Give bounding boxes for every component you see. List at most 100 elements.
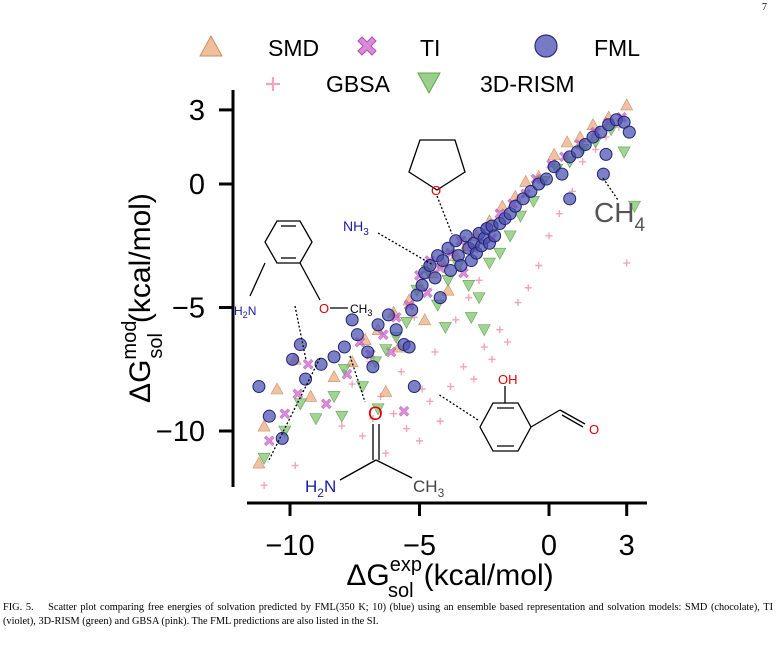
y-axis-label: ΔGmod sol (kcal/mol) bbox=[119, 193, 167, 403]
nh3-label-main: NH bbox=[343, 218, 363, 234]
point-fml bbox=[405, 303, 419, 317]
ch4-label-main: CH bbox=[594, 197, 634, 228]
point-fml bbox=[299, 372, 313, 386]
point-gbsa bbox=[431, 348, 439, 356]
point-gbsa bbox=[436, 417, 444, 425]
anisidine-nh2-sub: 2 bbox=[243, 310, 248, 320]
point-gbsa bbox=[426, 397, 434, 405]
salicylaldehyde-oh: OH bbox=[498, 372, 518, 387]
point-smd bbox=[304, 389, 318, 402]
point-fml bbox=[371, 318, 385, 332]
data-points bbox=[252, 98, 641, 489]
point-3d-rism bbox=[627, 200, 641, 213]
point-gbsa bbox=[514, 299, 522, 307]
acetamide-pointer-1 bbox=[267, 357, 321, 463]
point-smd bbox=[519, 174, 533, 187]
point-smd bbox=[327, 370, 341, 382]
point-fml bbox=[555, 167, 569, 181]
point-smd bbox=[257, 419, 271, 432]
point-3d-rism bbox=[335, 410, 349, 423]
point-fml bbox=[262, 409, 276, 423]
point-fml bbox=[454, 259, 468, 273]
point-3d-rism bbox=[337, 363, 351, 376]
point-smd bbox=[418, 313, 432, 326]
scatter-chart: SMD TI FML GBSA 3D-RISM 30−5−10 −10 −5 0 3 … bbox=[119, 34, 647, 600]
figure-caption: FIG. 5. Scatter plot comparing free ener… bbox=[3, 601, 773, 628]
salicylaldehyde-cho-bond bbox=[530, 409, 561, 428]
point-smd bbox=[620, 98, 634, 111]
point-fml bbox=[563, 192, 577, 206]
legend-marker-3d-rism bbox=[417, 72, 441, 95]
point-gbsa bbox=[397, 368, 405, 376]
point-fml bbox=[252, 380, 266, 394]
point-gbsa bbox=[452, 316, 460, 324]
point-gbsa bbox=[555, 210, 563, 218]
point-3d-rism bbox=[400, 317, 414, 329]
point-fml bbox=[599, 147, 613, 161]
point-3d-rism bbox=[438, 321, 452, 334]
point-gbsa bbox=[338, 422, 346, 430]
legend: SMD TI FML GBSA 3D-RISM bbox=[199, 34, 640, 97]
salicylaldehyde-co-bond-1 bbox=[559, 409, 586, 425]
point-fml bbox=[286, 352, 300, 366]
point-fml bbox=[337, 340, 351, 354]
point-fml bbox=[449, 234, 463, 248]
point-gbsa bbox=[488, 355, 496, 363]
acetamide-nh2-main: H bbox=[305, 477, 317, 496]
point-smd bbox=[560, 135, 574, 148]
acetamide-ch3-main: CH bbox=[413, 477, 438, 496]
y-axis-label-sup: mod bbox=[119, 321, 141, 360]
y-tick-label: −5 bbox=[172, 293, 205, 325]
salicylaldehyde-co-bond-2 bbox=[561, 414, 584, 428]
point-3d-rism bbox=[462, 279, 476, 292]
point-fml bbox=[402, 340, 416, 354]
x-ticks: −10 −5 0 3 bbox=[265, 503, 635, 562]
point-gbsa bbox=[475, 276, 483, 284]
anisidine-nh2-bond bbox=[249, 262, 266, 297]
point-gbsa bbox=[545, 232, 553, 240]
y-tick-label: −10 bbox=[156, 416, 205, 448]
nh3-label-sub: 3 bbox=[363, 227, 369, 238]
legend-marker-smd bbox=[199, 34, 223, 57]
point-gbsa bbox=[465, 294, 473, 302]
point-fml bbox=[366, 360, 380, 374]
acetamide-oxygen: O bbox=[368, 404, 383, 425]
salicylaldehyde-oxygen: O bbox=[589, 422, 599, 437]
point-3d-rism bbox=[327, 391, 341, 404]
anisidine-nh2: H2N bbox=[234, 304, 256, 320]
ch4-pointer bbox=[602, 177, 619, 201]
x-tick-label: −5 bbox=[403, 530, 436, 562]
point-smd bbox=[252, 456, 266, 469]
point-ti bbox=[398, 405, 410, 417]
point-fml bbox=[423, 259, 437, 273]
point-gbsa bbox=[480, 343, 488, 351]
point-3d-rism bbox=[503, 230, 517, 243]
anisidine-nh2-main: H bbox=[234, 304, 243, 318]
thf-pointer bbox=[436, 195, 453, 235]
point-smd bbox=[547, 147, 561, 160]
thf-oxygen: O bbox=[431, 183, 441, 198]
point-3d-rism bbox=[441, 275, 455, 287]
point-gbsa bbox=[496, 326, 504, 334]
point-gbsa bbox=[369, 415, 377, 423]
point-3d-rism bbox=[371, 403, 385, 416]
point-3d-rism bbox=[617, 146, 631, 159]
anisidine-nh2-n: N bbox=[248, 304, 257, 318]
point-fml bbox=[539, 172, 553, 186]
point-gbsa bbox=[504, 338, 512, 346]
point-gbsa bbox=[348, 380, 356, 388]
acetamide-ch3: CH3 bbox=[413, 477, 445, 500]
y-axis-label-main: ΔG bbox=[124, 360, 157, 403]
molecule-annotations bbox=[249, 139, 619, 481]
point-ti bbox=[377, 329, 389, 341]
thf-ring bbox=[408, 139, 466, 191]
point-3d-rism bbox=[477, 324, 491, 337]
point-ti bbox=[263, 435, 275, 447]
x-axis-label-sup: exp bbox=[390, 554, 422, 576]
point-fml bbox=[444, 263, 458, 277]
point-fml bbox=[275, 431, 289, 445]
anisidine-ch3: CH3 bbox=[350, 302, 372, 318]
x-axis-label-main: ΔG bbox=[346, 559, 389, 592]
point-fml bbox=[361, 345, 375, 359]
caption-text: Scatter plot comparing free energies of … bbox=[3, 602, 774, 627]
